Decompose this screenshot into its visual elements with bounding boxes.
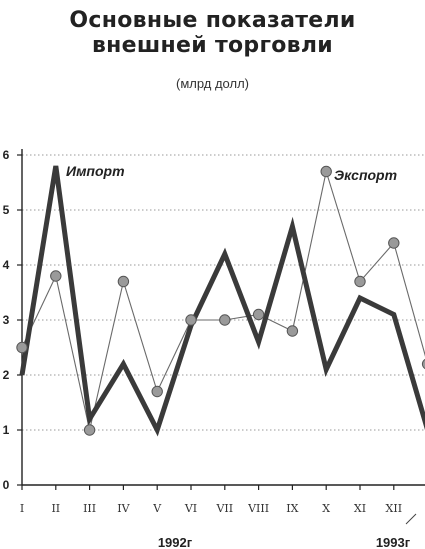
y-tick-label: 5 — [3, 203, 10, 217]
x-tick-label: IV — [117, 502, 130, 515]
series-import-line — [19, 165, 425, 437]
export-point — [185, 314, 197, 326]
export-point — [117, 275, 130, 288]
x-tick-label: III — [83, 502, 96, 515]
y-tick-label: 1 — [3, 423, 10, 437]
export-point — [151, 385, 163, 398]
y-tick-label: 6 — [3, 148, 10, 162]
export-point — [388, 237, 400, 249]
y-tick-label: 4 — [3, 258, 10, 272]
export-point — [286, 325, 299, 337]
year-connector — [405, 513, 417, 525]
marker-layer — [16, 165, 425, 436]
title-line-1: Основные показатели — [69, 8, 356, 33]
y-tick-label: 2 — [3, 368, 10, 382]
x-tick-label: XII — [386, 502, 403, 515]
title-line-2: внешней торговли — [91, 33, 334, 58]
x-tick-label: XI — [354, 502, 366, 515]
label-import: Импорт — [66, 163, 125, 179]
label-layer: Импорт Экспорт 1992г 1993г — [66, 163, 417, 549]
export-point — [252, 308, 265, 321]
axis-layer: 0123456IIIIIIIVVVIVIIVIIIIXXXIXIII — [3, 148, 425, 515]
export-point — [83, 424, 96, 436]
x-tick-label: VI — [184, 502, 197, 515]
chart-subtitle: (млрд долл) — [175, 76, 249, 91]
export-point — [50, 270, 62, 282]
year-label-1992: 1992г — [158, 535, 193, 549]
x-tick-label: X — [322, 502, 330, 515]
y-tick-label: 3 — [3, 313, 10, 327]
grid-layer — [22, 154, 425, 431]
x-tick-label: VII — [215, 502, 233, 515]
x-tick-label: VIII — [247, 502, 269, 515]
y-tick-label: 0 — [3, 478, 10, 492]
x-tick-label: II — [51, 502, 60, 515]
chart-title: Основные показатели внешней торговли — [0, 8, 425, 58]
year-label-1993: 1993г — [376, 535, 411, 549]
series-layer — [19, 165, 425, 437]
export-point — [421, 358, 425, 370]
export-point — [320, 165, 332, 178]
export-point — [354, 275, 366, 288]
x-tick-label: IX — [286, 502, 298, 515]
export-point — [219, 314, 231, 326]
x-tick-label: I — [20, 502, 24, 515]
x-tick-label: V — [152, 502, 162, 515]
export-point — [16, 341, 28, 354]
label-export: Экспорт — [334, 167, 397, 183]
